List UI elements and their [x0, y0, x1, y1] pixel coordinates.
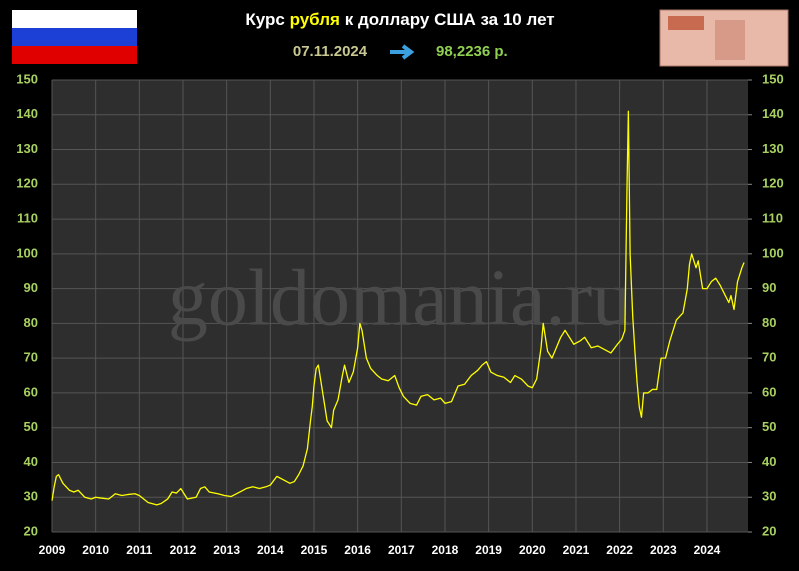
x-tick-label: 2023	[650, 543, 677, 557]
x-tick-label: 2017	[388, 543, 415, 557]
arrow	[390, 44, 415, 60]
y-tick-label: 60	[24, 384, 38, 399]
y-tick-label: 20	[24, 523, 38, 538]
flag-blue	[12, 28, 137, 46]
y2-tick-label: 80	[762, 315, 776, 330]
latest-date: 07.11.2024	[293, 43, 368, 60]
y-tick-label: 40	[24, 454, 38, 469]
latest-value: 98,2236 р.	[436, 43, 508, 60]
x-tick-label: 2014	[257, 543, 284, 557]
title-part: Курс	[245, 10, 284, 29]
x-tick-label: 2013	[213, 543, 240, 557]
y2-tick-label: 150	[762, 71, 784, 86]
chart-title: Курс рубля к доллару США за 10 лет	[245, 10, 554, 29]
y2-tick-label: 90	[762, 280, 776, 295]
y2-tick-label: 70	[762, 350, 776, 365]
y-tick-label: 150	[16, 71, 38, 86]
y2-tick-label: 20	[762, 523, 776, 538]
y-tick-label: 140	[16, 106, 38, 121]
x-tick-label: 2015	[301, 543, 328, 557]
y2-tick-label: 30	[762, 489, 776, 504]
y2-tick-label: 110	[762, 211, 783, 226]
y-tick-label: 80	[24, 315, 38, 330]
y-tick-label: 50	[24, 419, 38, 434]
y-tick-label: 110	[17, 211, 38, 226]
title-part: к доллару США за 10 лет	[345, 10, 555, 29]
y2-tick-label: 120	[762, 176, 784, 191]
y2-tick-label: 130	[762, 141, 784, 156]
x-tick-label: 2018	[432, 543, 459, 557]
title-highlight: рубля	[290, 10, 340, 29]
flag-white	[12, 10, 137, 28]
x-tick-label: 2021	[563, 543, 590, 557]
x-tick-label: 2022	[606, 543, 633, 557]
banknote-detail	[715, 20, 745, 60]
marks	[51, 110, 745, 506]
x-tick-label: 2019	[475, 543, 502, 557]
banknote-detail	[668, 16, 704, 30]
x-tick-label: 2011	[126, 543, 152, 557]
x-tick-label: 2009	[39, 543, 66, 557]
y-tick-label: 130	[16, 141, 38, 156]
y-tick-label: 30	[24, 489, 38, 504]
y-tick-label: 70	[24, 350, 38, 365]
watermark: goldomania.ru	[168, 254, 632, 342]
x-tick-label: 2010	[82, 543, 109, 557]
y2-tick-label: 40	[762, 454, 776, 469]
x-tick-label: 2012	[170, 543, 197, 557]
x-tick-label: 2016	[344, 543, 371, 557]
y2-tick-label: 60	[762, 384, 776, 399]
flag-red	[12, 46, 137, 64]
y2-tick-label: 50	[762, 419, 776, 434]
y2-tick-label: 140	[762, 106, 784, 121]
grid	[51, 79, 748, 533]
series-line	[51, 110, 745, 506]
y2-tick-label: 100	[762, 245, 784, 260]
y-tick-label: 120	[16, 176, 38, 191]
y-tick-label: 100	[16, 245, 38, 260]
y-tick-label: 90	[24, 280, 38, 295]
x-tick-label: 2020	[519, 543, 546, 557]
x-tick-label: 2024	[694, 543, 721, 557]
